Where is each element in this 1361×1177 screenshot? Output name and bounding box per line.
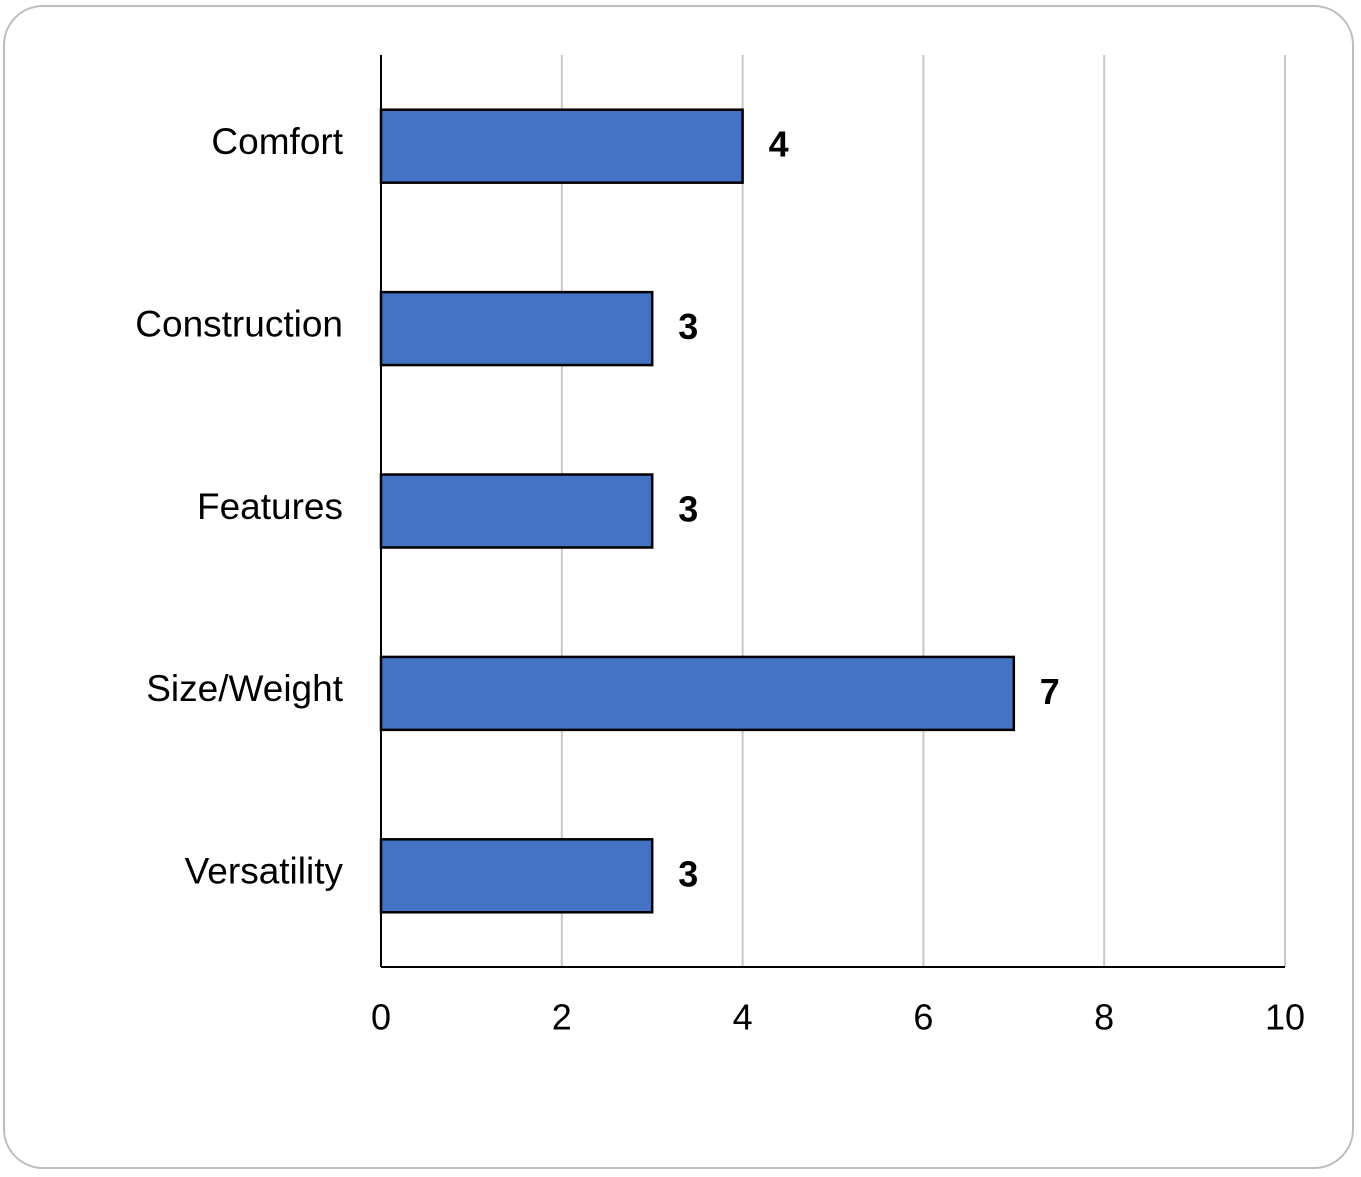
data-label: 7 — [1040, 671, 1060, 712]
x-tick-label: 10 — [1265, 997, 1305, 1038]
chart-frame — [3, 5, 1354, 1169]
category-label: Construction — [135, 303, 343, 344]
category-label: Size/Weight — [146, 668, 343, 709]
labels: 4 Comfort 3 Construction 3 Features 7 Size/Weig… — [135, 121, 1305, 1038]
x-tick-label: 8 — [1094, 997, 1114, 1038]
x-tick-label: 0 — [371, 997, 391, 1038]
category-label: Features — [197, 486, 343, 527]
bar — [379, 108, 744, 184]
data-label: 3 — [678, 853, 698, 894]
category-label: Versatility — [185, 851, 344, 892]
x-tick-label: 2 — [552, 997, 572, 1038]
data-label: 4 — [769, 124, 789, 165]
x-tick-label: 4 — [733, 997, 753, 1038]
data-label: 3 — [678, 489, 698, 530]
category-label: Comfort — [211, 121, 343, 162]
bar — [379, 473, 654, 549]
bar — [379, 290, 654, 367]
bar — [379, 838, 654, 914]
data-label: 3 — [678, 306, 698, 347]
x-tick-label: 6 — [913, 997, 933, 1038]
axes — [380, 55, 1285, 968]
gridlines — [560, 55, 1286, 967]
bar — [379, 655, 1016, 732]
